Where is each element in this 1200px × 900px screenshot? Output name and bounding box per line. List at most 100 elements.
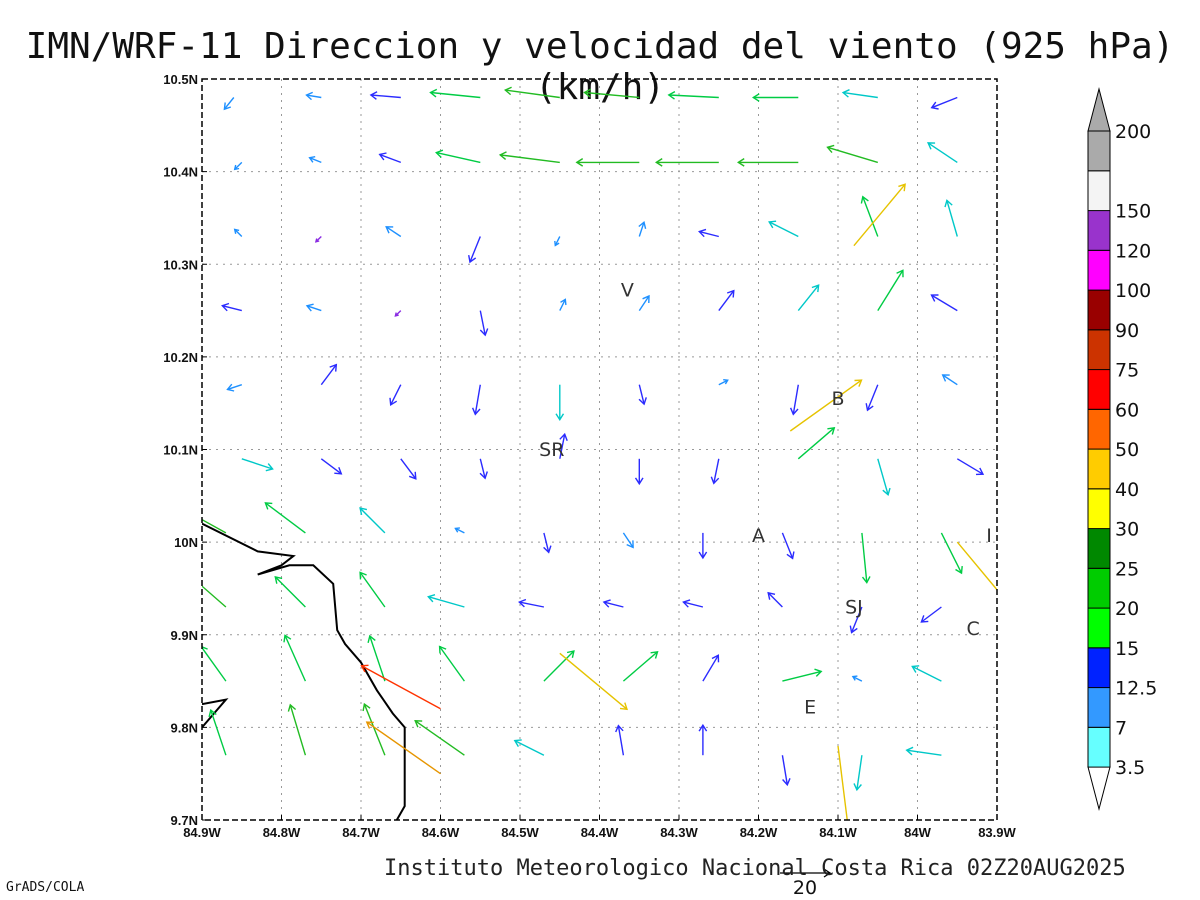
wind-arrow-shaft — [430, 91, 481, 99]
wind-arrow-head — [575, 158, 584, 167]
colorbar-swatch — [1087, 130, 1111, 172]
wind-arrow-shaft — [202, 646, 227, 682]
wind-arrow-head — [711, 654, 720, 663]
wind-arrow-head — [208, 708, 217, 718]
wind-arrow — [394, 310, 402, 317]
wind-arrow-shaft — [781, 755, 788, 785]
wind-arrow — [583, 88, 640, 99]
wind-arrow-head — [930, 101, 939, 110]
wind-arrow-shaft — [931, 96, 958, 109]
wind-arrow-head — [438, 645, 447, 654]
wind-arrow-shaft — [474, 384, 481, 415]
wind-arrow-head — [283, 634, 292, 643]
colorbar-swatch — [1087, 408, 1111, 450]
wind-arrow-head — [367, 634, 376, 643]
x-tick-label: 84.5W — [501, 825, 539, 840]
wind-arrow — [911, 665, 942, 682]
wind-arrow-shaft — [361, 665, 441, 710]
wind-arrow-head — [226, 383, 235, 392]
colorbar-label: 200 — [1115, 121, 1151, 143]
page-title: IMN/WRF-11 Direccion y velocidad del vie… — [25, 26, 1175, 108]
y-tick-label: 9.8N — [171, 720, 198, 735]
wind-arrow — [559, 652, 629, 711]
wind-arrow-shaft — [638, 384, 645, 405]
wind-arrow-head — [414, 720, 423, 728]
wind-arrow-head — [955, 566, 963, 575]
wind-arrow-head — [667, 90, 676, 100]
wind-arrow-shaft — [505, 89, 560, 99]
wind-arrow — [682, 599, 704, 608]
city-label-e: E — [804, 696, 816, 718]
city-label-b: B — [831, 388, 844, 410]
wind-arrow — [702, 654, 720, 682]
wind-arrow-head — [911, 665, 920, 673]
wind-arrow-shaft — [359, 507, 386, 534]
y-tick-label: 10.3N — [163, 257, 198, 272]
wind-arrow — [851, 675, 863, 682]
wind-arrow-shaft — [210, 709, 227, 756]
wind-arrow — [930, 96, 958, 110]
wind-arrow — [543, 532, 552, 554]
wind-arrow-head — [389, 397, 398, 406]
wind-arrow-head — [726, 289, 735, 298]
wind-arrow-shaft — [428, 596, 465, 608]
wind-arrow — [940, 532, 963, 575]
wind-arrow — [718, 289, 735, 312]
wind-arrow-head — [223, 102, 232, 111]
wind-arrow-shaft — [617, 725, 625, 756]
wind-arrow — [226, 383, 243, 392]
wind-arrow-head — [369, 91, 378, 100]
wind-arrow-head — [435, 149, 444, 158]
wind-arrow-head — [543, 545, 552, 554]
wind-arrow — [504, 86, 560, 99]
wind-arrow-head — [827, 426, 836, 435]
wind-arrow-head — [826, 144, 835, 154]
wind-arrow — [615, 724, 625, 756]
city-label-sr: SR — [539, 439, 564, 461]
wind-arrow-shaft — [852, 675, 863, 682]
wind-arrow-head — [359, 571, 367, 580]
wind-arrow-shaft — [519, 601, 545, 608]
wind-arrow-head — [710, 476, 720, 485]
wind-arrow — [365, 721, 441, 775]
wind-arrow-shaft — [767, 592, 783, 608]
colorbar-swatch — [1087, 249, 1111, 291]
wind-arrow-shaft — [877, 269, 904, 311]
wind-arrow-head — [427, 594, 436, 603]
wind-arrow-shaft — [264, 502, 306, 534]
wind-arrow — [314, 236, 322, 243]
wind-arrow-head — [555, 413, 565, 422]
wind-arrow — [454, 527, 465, 534]
wind-arrow — [638, 384, 647, 406]
colorbar-label: 7 — [1115, 717, 1127, 739]
wind-arrow — [202, 646, 227, 682]
wind-arrow-shaft — [414, 720, 465, 756]
wind-arrow-head — [698, 723, 708, 732]
wind-arrow — [789, 379, 863, 432]
x-tick-label: 84.1W — [819, 825, 857, 840]
wind-arrow — [920, 606, 942, 623]
wind-arrow-head — [638, 397, 647, 406]
wind-arrow-shaft — [942, 374, 958, 386]
wind-arrow-head — [471, 407, 481, 416]
wind-arrow-head — [221, 302, 230, 312]
wind-arrow-head — [782, 778, 791, 787]
y-tick-label: 10.2N — [163, 350, 198, 365]
x-tick-label: 84.2W — [740, 825, 778, 840]
wind-arrow-shaft — [797, 284, 820, 312]
wind-arrow — [781, 532, 795, 560]
wind-arrow — [202, 518, 227, 534]
wind-arrow-shaft — [274, 576, 306, 608]
wind-arrow-head — [905, 746, 914, 756]
wind-arrow-head — [513, 739, 522, 747]
colorbar-swatch — [1087, 607, 1111, 649]
wind-arrow-shaft — [306, 94, 322, 99]
wind-arrow-shaft — [683, 601, 704, 608]
colorbar-swatch — [1087, 528, 1111, 569]
wind-arrow-shaft — [713, 458, 720, 484]
wind-arrow-shaft — [202, 585, 227, 608]
grid-lines — [202, 79, 997, 820]
wind-arrow-shaft — [390, 384, 402, 406]
y-tick-label: 9.7N — [171, 813, 198, 828]
